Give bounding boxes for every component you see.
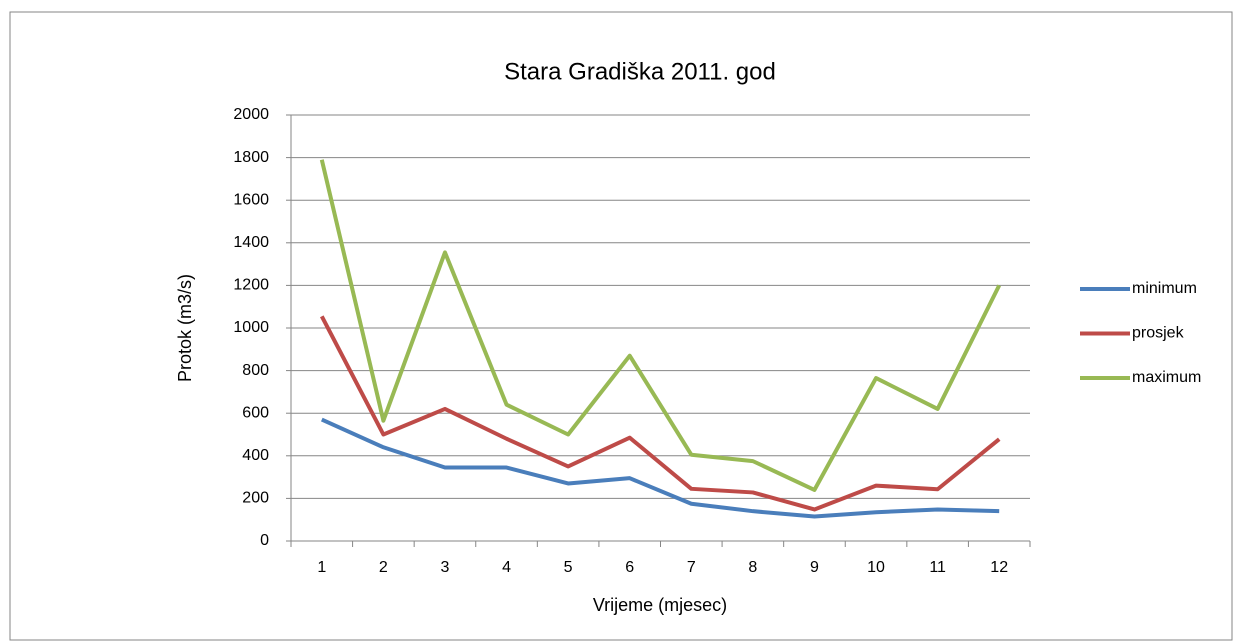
line-series: [319, 159, 1001, 492]
y-tick-label: 0: [260, 532, 269, 549]
y-axis-label: Protok (m3/s): [175, 274, 195, 382]
x-tick-label: 2: [379, 559, 388, 576]
x-tick-label: 6: [625, 559, 634, 576]
y-tick-label: 1400: [233, 234, 269, 251]
chart-border: [9, 11, 1233, 641]
line-series: [320, 315, 1001, 512]
x-tick-label: 11: [929, 559, 946, 576]
x-tick-label: 4: [502, 559, 511, 576]
legend-label: prosjek: [1132, 325, 1185, 342]
x-tick-label: 12: [990, 559, 1008, 576]
y-tick-label: 2000: [233, 106, 269, 123]
x-tick-label: 10: [867, 559, 885, 576]
y-tick-label: 1800: [233, 149, 269, 166]
y-tick-label: 1000: [233, 319, 269, 336]
legend-label: minimum: [1132, 280, 1197, 297]
line-series: [320, 417, 1000, 519]
y-tick-label: 1600: [233, 191, 269, 208]
x-tick-label: 5: [564, 559, 573, 576]
legend-label: maximum: [1132, 369, 1201, 386]
y-tick-label: 200: [242, 490, 269, 507]
y-tick-label: 400: [242, 447, 269, 464]
x-tick-label: 7: [687, 559, 696, 576]
y-tick-label: 600: [242, 404, 269, 421]
x-tick-label: 9: [810, 559, 819, 576]
x-axis-label: Vrijeme (mjesec): [593, 595, 727, 615]
y-tick-label: 800: [242, 362, 269, 379]
x-tick-label: 8: [748, 559, 757, 576]
x-tick-label: 1: [317, 559, 326, 576]
y-tick-label: 1200: [233, 277, 269, 294]
x-tick-label: 3: [441, 559, 450, 576]
chart-title: Stara Gradiška 2011. god: [504, 58, 776, 85]
